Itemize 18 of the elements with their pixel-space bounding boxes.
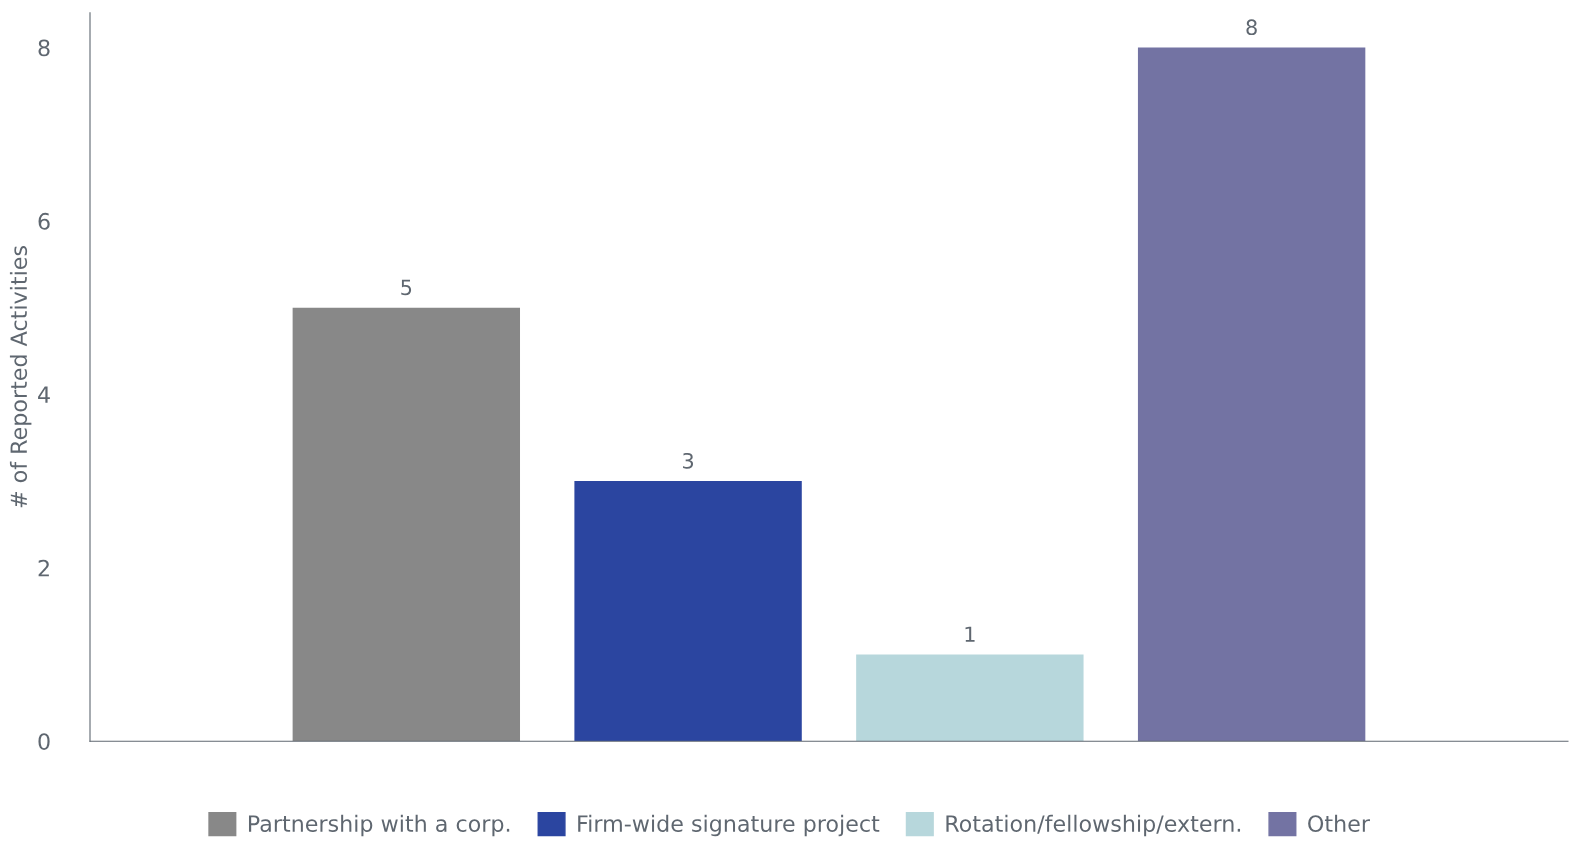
bar [1137, 47, 1366, 742]
legend-label: Other [1308, 814, 1370, 832]
data-label: 8 [1246, 19, 1257, 36]
data-label: 5 [401, 279, 412, 296]
y-axis-title: # of Reported Activities [9, 246, 32, 508]
bar [856, 654, 1084, 742]
y-tick-label: 4 [38, 386, 50, 403]
y-tick-label: 2 [38, 559, 49, 577]
bar [292, 307, 521, 742]
bar [574, 481, 802, 742]
y-tick-label: 0 [38, 733, 50, 750]
legend-label: Partnership with a corp. [248, 814, 510, 837]
legend-label: Rotation/fellowship/extern. [946, 814, 1241, 837]
legend-label: Firm-wide signature project [578, 814, 880, 837]
y-tick-label: 6 [38, 212, 50, 230]
data-label: 3 [683, 452, 694, 469]
y-tick-label: 8 [38, 39, 50, 57]
data-label: 1 [965, 626, 975, 642]
